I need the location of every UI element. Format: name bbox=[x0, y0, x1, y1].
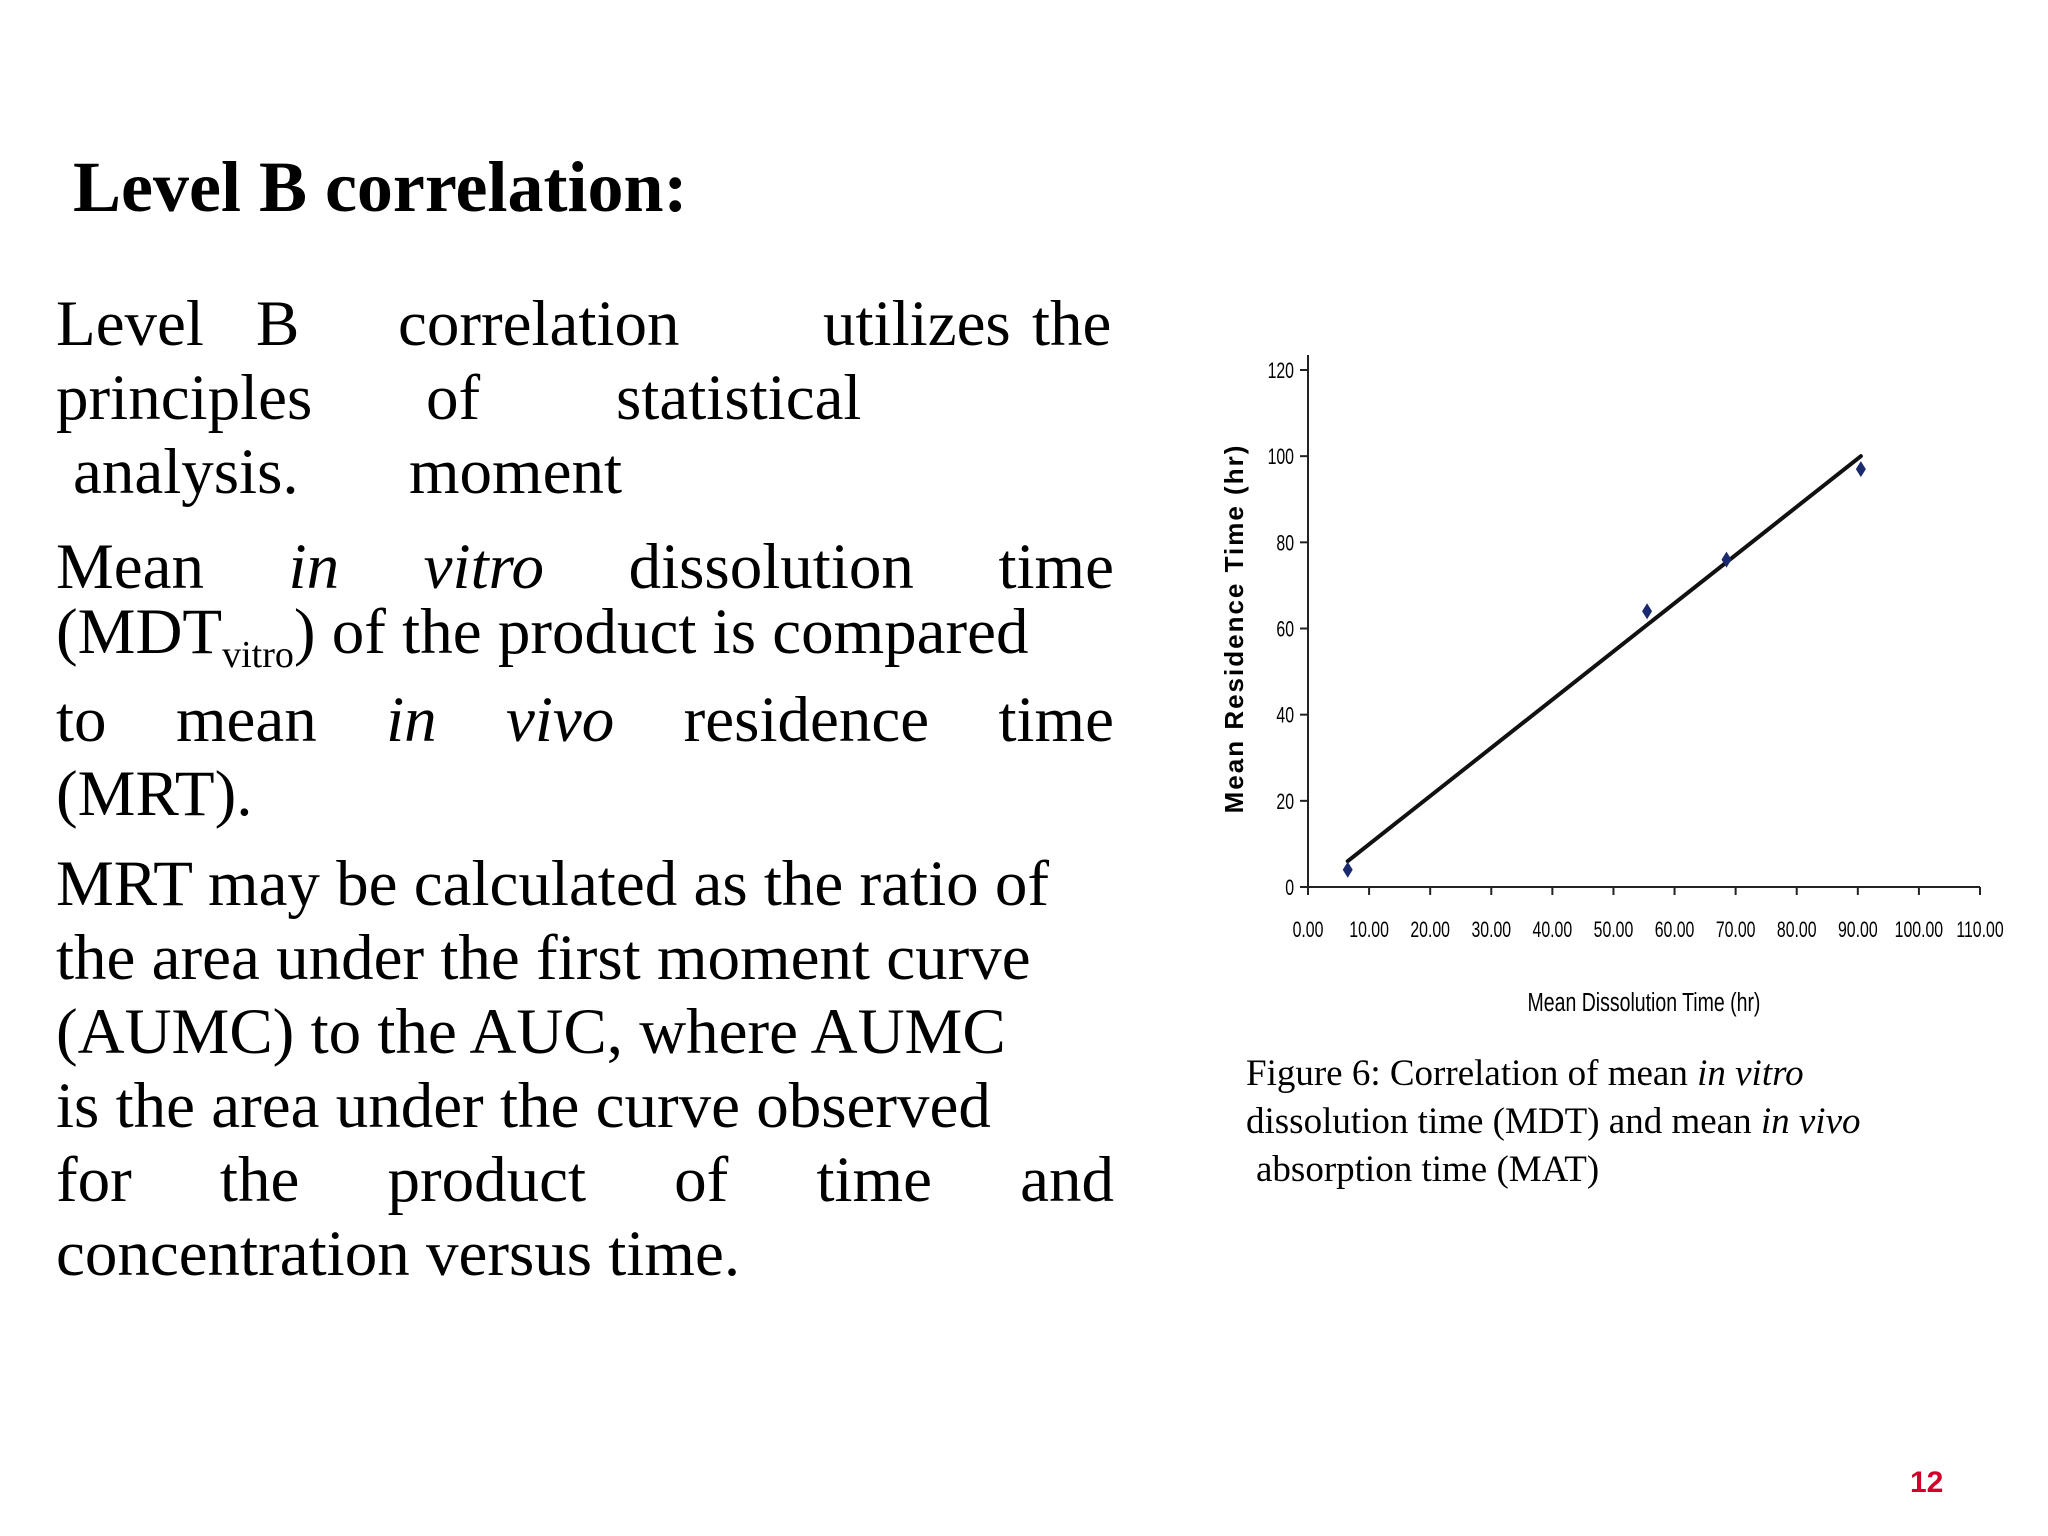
y-axis-title: Mean Residence Time (hr) bbox=[1219, 444, 1249, 814]
para1-word-b: B bbox=[256, 288, 300, 360]
x-tick-label: 90.00 bbox=[1838, 919, 1878, 943]
y-tick-label: 0 bbox=[1285, 877, 1294, 901]
x-tick-label: 20.00 bbox=[1410, 919, 1450, 943]
para1-word-utilizes: utilizes bbox=[823, 288, 1011, 360]
para2-word-dissolution: dissolution bbox=[628, 531, 914, 603]
x-tick-label: 50.00 bbox=[1594, 919, 1634, 943]
caption-italic-1: in vitro bbox=[1697, 1053, 1804, 1094]
caption-text-2: dissolution time (MDT) and mean bbox=[1246, 1101, 1761, 1142]
y-tick-label: 100 bbox=[1268, 446, 1294, 470]
para2-line3: to mean in vivo residence time bbox=[56, 688, 1114, 753]
slide-title: Level B correlation: bbox=[73, 147, 688, 227]
caption-line3: absorption time (MAT) bbox=[1256, 1149, 1600, 1190]
para2-word-vitro: vitro bbox=[423, 531, 545, 603]
para1-word-moment: moment bbox=[409, 436, 623, 508]
para3-word-product: product bbox=[387, 1144, 587, 1216]
x-tick-label: 100.00 bbox=[1895, 919, 1943, 943]
y-axis-ticks: 0 20 40 60 80 100 120 bbox=[1268, 360, 1308, 901]
page-number: 12 bbox=[1910, 1466, 1944, 1499]
para3-line2: the area under the first moment curve bbox=[56, 922, 1031, 994]
trendline bbox=[1345, 454, 1863, 864]
x-tick-label: 0.00 bbox=[1293, 919, 1324, 943]
para2-line2: (MDTvitro) of the product is compared bbox=[56, 600, 1029, 675]
para2-word-time2: time bbox=[998, 684, 1114, 756]
para1-word-of: of bbox=[426, 362, 481, 434]
x-axis-title: Mean Dissolution Time (hr) bbox=[1528, 987, 1761, 1016]
para3-line4: is the area under the curve observed bbox=[56, 1070, 991, 1142]
para2-word-to: to bbox=[56, 684, 107, 756]
para1-word-correlation: correlation bbox=[398, 288, 680, 360]
data-points bbox=[1342, 461, 1866, 878]
para1-word-principles: principles bbox=[56, 362, 313, 434]
correlation-chart: 0.00 10.00 20.00 30.00 40.00 50.00 60.00 70.00 8… bbox=[1219, 355, 2004, 1017]
x-tick-label: 110.00 bbox=[1956, 919, 2003, 943]
para2-mdt: (MDT bbox=[56, 596, 223, 668]
para1-word-level: Level bbox=[56, 288, 204, 360]
para2-word-time: time bbox=[998, 531, 1114, 603]
para3-word-for: for bbox=[56, 1144, 132, 1216]
y-tick-label: 40 bbox=[1276, 704, 1294, 728]
caption-line1: Figure 6: Correlation of mean in vitro bbox=[1246, 1053, 1804, 1094]
figure-caption: Figure 6: Correlation of mean in vitro di… bbox=[1246, 1050, 1861, 1194]
caption-line2: dissolution time (MDT) and mean in vivo bbox=[1246, 1101, 1861, 1142]
x-tick-label: 60.00 bbox=[1655, 919, 1695, 943]
para3-line5: for the product of time and bbox=[56, 1148, 1114, 1213]
data-point bbox=[1855, 461, 1866, 478]
para1-word-statistical: statistical bbox=[616, 362, 862, 434]
x-axis-ticks: 0.00 10.00 20.00 30.00 40.00 50.00 60.00 70.00 8… bbox=[1293, 887, 2004, 943]
para3-line3: (AUMC) to the AUC, where AUMC bbox=[56, 996, 1006, 1068]
caption-italic-2: in vivo bbox=[1760, 1101, 1861, 1142]
para2-line4: (MRT). bbox=[56, 758, 253, 830]
y-tick-label: 80 bbox=[1276, 532, 1294, 556]
para2-word-mean: Mean bbox=[56, 531, 204, 603]
para2-word-in2: in bbox=[386, 684, 437, 756]
para2-line1: Mean in vitro dissolution time bbox=[56, 535, 1114, 600]
para3-line6: concentration versus time. bbox=[56, 1218, 741, 1290]
para2-word-residence: residence bbox=[683, 684, 930, 756]
para2-line2-rest: ) of the product is compared bbox=[293, 596, 1029, 668]
y-tick-label: 120 bbox=[1268, 360, 1294, 384]
para3-line1: MRT may be calculated as the ratio of bbox=[56, 848, 1050, 920]
para2-word-mean2: mean bbox=[175, 684, 317, 756]
data-point bbox=[1721, 551, 1732, 568]
para3-word-of: of bbox=[674, 1144, 729, 1216]
para1-word-the: the bbox=[1032, 288, 1112, 360]
para2-mdt-subscript: vitro bbox=[222, 634, 294, 676]
x-tick-label: 80.00 bbox=[1777, 919, 1817, 943]
data-point bbox=[1342, 861, 1353, 878]
caption-text-1: Figure 6: Correlation of mean bbox=[1246, 1053, 1698, 1094]
data-point bbox=[1642, 603, 1653, 620]
para2-word-in: in bbox=[288, 531, 340, 603]
para3-word-and: and bbox=[1020, 1144, 1114, 1216]
x-tick-label: 10.00 bbox=[1349, 919, 1389, 943]
para1-word-analysis: analysis. bbox=[73, 436, 299, 508]
para3-word-the: the bbox=[219, 1144, 300, 1216]
x-tick-label: 30.00 bbox=[1471, 919, 1511, 943]
y-tick-label: 20 bbox=[1276, 790, 1294, 814]
para3-word-time: time bbox=[816, 1144, 932, 1216]
x-tick-label: 40.00 bbox=[1533, 919, 1573, 943]
para2-word-vivo: vivo bbox=[506, 684, 615, 756]
y-tick-label: 60 bbox=[1276, 618, 1294, 642]
x-tick-label: 70.00 bbox=[1716, 919, 1756, 943]
